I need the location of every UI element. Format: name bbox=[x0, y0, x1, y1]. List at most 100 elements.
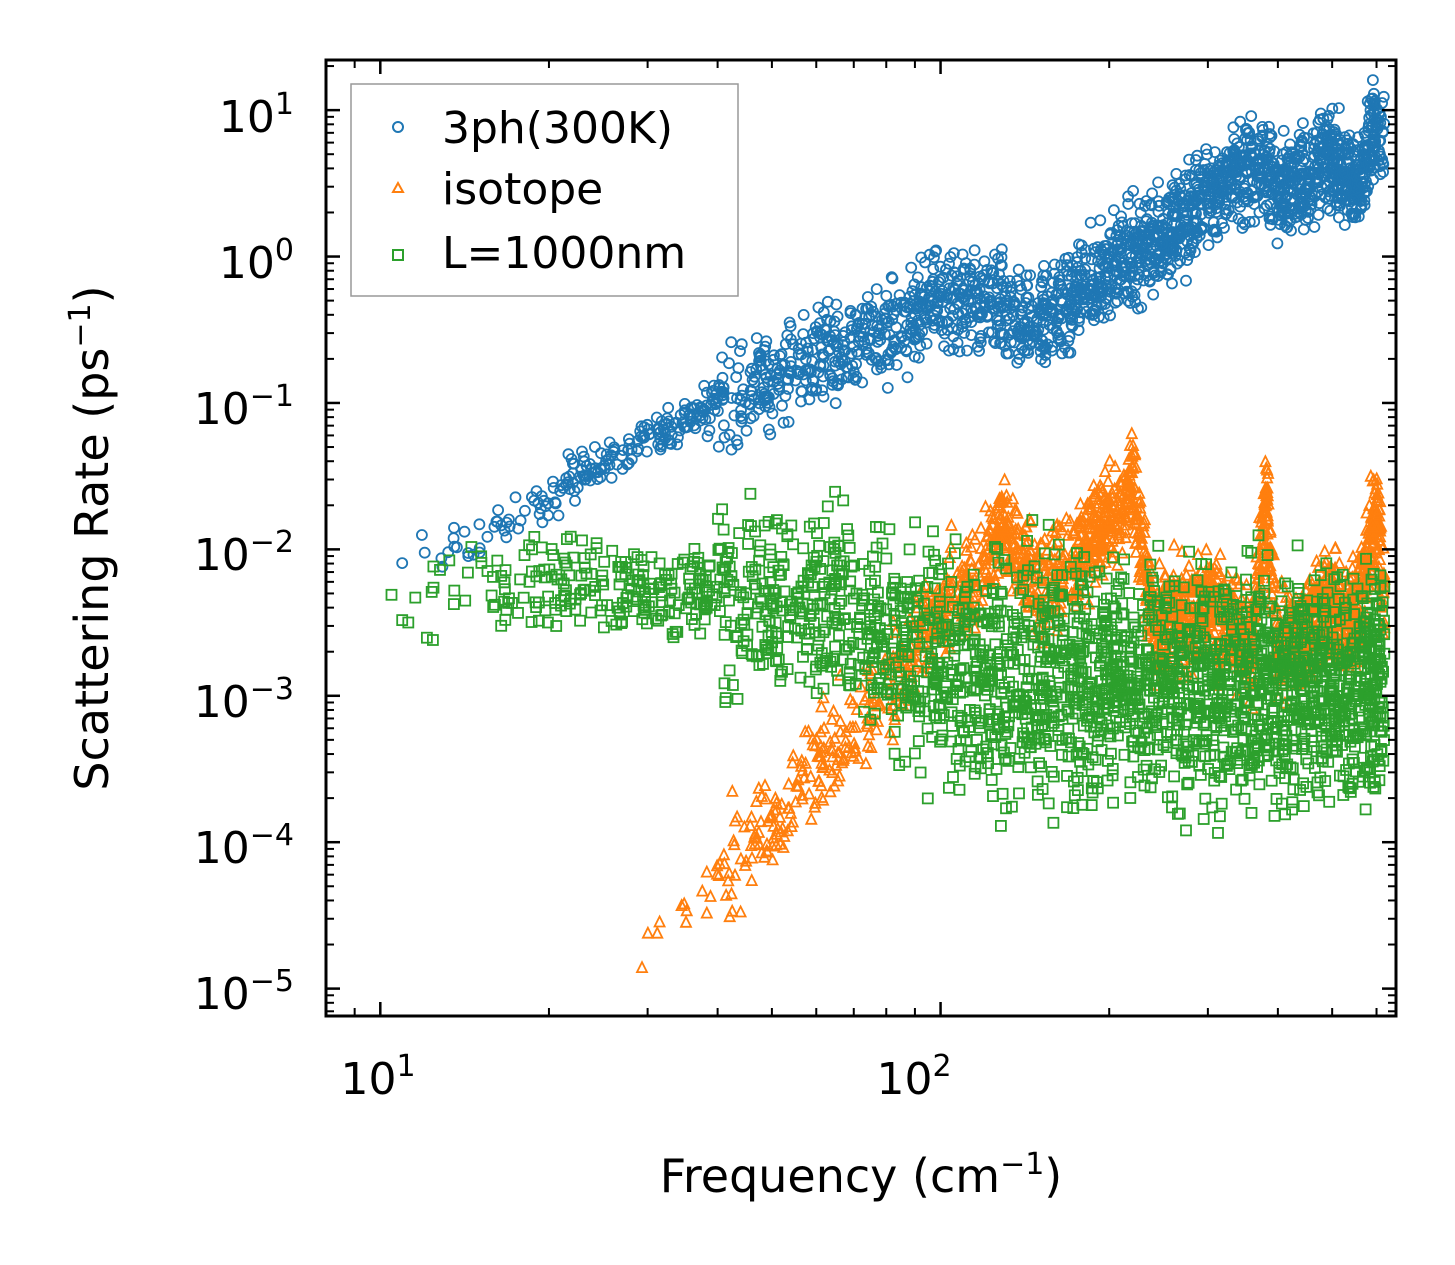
data-point-circle bbox=[1338, 219, 1351, 231]
data-point-circle bbox=[841, 361, 854, 374]
data-point-circle bbox=[481, 530, 494, 543]
data-point-circle bbox=[1097, 311, 1110, 324]
data-point-circle bbox=[766, 407, 779, 420]
data-point-circle bbox=[944, 302, 957, 315]
series-circle bbox=[396, 74, 1391, 573]
data-point-circle bbox=[829, 397, 842, 410]
data-point-circle bbox=[1094, 214, 1107, 227]
data-point-circle bbox=[845, 347, 858, 360]
data-point-circle bbox=[1012, 263, 1025, 276]
data-point-circle bbox=[920, 281, 933, 294]
data-point-circle bbox=[435, 552, 448, 565]
data-point-circle bbox=[1202, 239, 1215, 252]
data-point-circle bbox=[1122, 190, 1134, 203]
data-point-circle bbox=[436, 560, 449, 573]
data-point-circle bbox=[723, 357, 735, 370]
data-point-circle bbox=[1129, 296, 1142, 309]
data-point-circle bbox=[869, 352, 882, 365]
data-point-circle bbox=[1227, 121, 1240, 134]
data-point-circle bbox=[1054, 278, 1067, 291]
data-point-circle bbox=[805, 366, 817, 379]
data-point-circle bbox=[533, 508, 546, 520]
data-point-circle bbox=[817, 370, 829, 383]
data-point-circle bbox=[502, 513, 515, 526]
data-point-circle bbox=[1024, 269, 1036, 282]
data-point-circle bbox=[1111, 295, 1124, 308]
data-point-circle bbox=[1312, 208, 1325, 221]
data-point-circle bbox=[569, 494, 581, 507]
data-point-circle bbox=[1108, 204, 1120, 217]
data-point-circle bbox=[623, 437, 636, 450]
data-point-circle bbox=[519, 504, 531, 517]
data-point-circle bbox=[730, 371, 743, 384]
data-point-circle bbox=[919, 256, 931, 269]
data-point-circle bbox=[1271, 237, 1284, 250]
data-point-circle bbox=[448, 521, 460, 534]
data-point-circle bbox=[580, 472, 592, 485]
data-point-circle bbox=[1189, 164, 1202, 177]
data-point-circle bbox=[595, 447, 607, 460]
data-point-circle bbox=[734, 345, 746, 358]
data-point-circle bbox=[1009, 319, 1022, 332]
data-point-circle bbox=[703, 424, 716, 437]
data-point-circle bbox=[1211, 231, 1224, 244]
data-point-circle bbox=[623, 433, 635, 446]
data-point-circle bbox=[944, 251, 957, 263]
data-point-circle bbox=[1333, 211, 1345, 224]
data-point-circle bbox=[778, 358, 791, 371]
data-point-circle bbox=[957, 262, 970, 275]
data-points bbox=[385, 74, 1391, 973]
data-point-circle bbox=[1260, 199, 1273, 212]
data-point-circle bbox=[920, 337, 933, 350]
data-point-circle bbox=[725, 392, 738, 404]
data-point-circle bbox=[946, 309, 959, 322]
data-point-circle bbox=[492, 504, 505, 517]
data-point-circle bbox=[1075, 239, 1088, 252]
data-point-circle bbox=[1237, 216, 1249, 229]
data-point-circle bbox=[901, 371, 914, 384]
data-point-circle bbox=[1056, 347, 1068, 360]
data-point-circle bbox=[886, 272, 899, 285]
data-point-circle bbox=[1222, 204, 1235, 217]
data-point-circle bbox=[1062, 251, 1075, 264]
data-point-circle bbox=[905, 261, 918, 274]
data-point-circle bbox=[1020, 279, 1033, 292]
data-point-circle bbox=[782, 415, 795, 428]
data-point-circle bbox=[591, 473, 604, 486]
data-point-circle bbox=[415, 529, 428, 541]
data-point-circle bbox=[1152, 176, 1164, 189]
data-point-circle bbox=[589, 441, 601, 453]
data-point-circle bbox=[846, 320, 858, 333]
data-point-circle bbox=[730, 434, 743, 447]
data-point-circle bbox=[948, 247, 960, 260]
data-point-circle bbox=[728, 409, 741, 422]
data-point-circle bbox=[1122, 198, 1135, 210]
data-point-circle bbox=[870, 283, 883, 296]
data-point-circle bbox=[1061, 259, 1073, 272]
data-point-circle bbox=[512, 522, 525, 535]
data-point-circle bbox=[1277, 124, 1290, 137]
data-point-circle bbox=[745, 389, 758, 402]
data-point-circle bbox=[822, 345, 835, 358]
data-point-circle bbox=[941, 324, 954, 336]
data-point-circle bbox=[656, 438, 669, 451]
data-point-circle bbox=[1146, 187, 1158, 200]
data-point-circle bbox=[806, 355, 819, 368]
data-point-circle bbox=[775, 348, 788, 361]
data-point-circle bbox=[652, 438, 665, 451]
data-point-circle bbox=[1226, 210, 1238, 223]
data-point-circle bbox=[1139, 200, 1151, 212]
data-point-circle bbox=[718, 419, 730, 432]
data-point-circle bbox=[762, 423, 775, 436]
data-point-circle bbox=[856, 302, 869, 315]
data-point-circle bbox=[712, 440, 725, 453]
data-point-circle bbox=[1297, 117, 1309, 129]
data-point-circle bbox=[1185, 170, 1198, 182]
data-point-circle bbox=[890, 359, 903, 371]
data-point-circle bbox=[671, 438, 683, 451]
data-point-circle bbox=[1170, 167, 1183, 180]
data-point-circle bbox=[923, 279, 936, 292]
data-point-circle bbox=[835, 373, 848, 386]
data-point-circle bbox=[934, 260, 947, 273]
